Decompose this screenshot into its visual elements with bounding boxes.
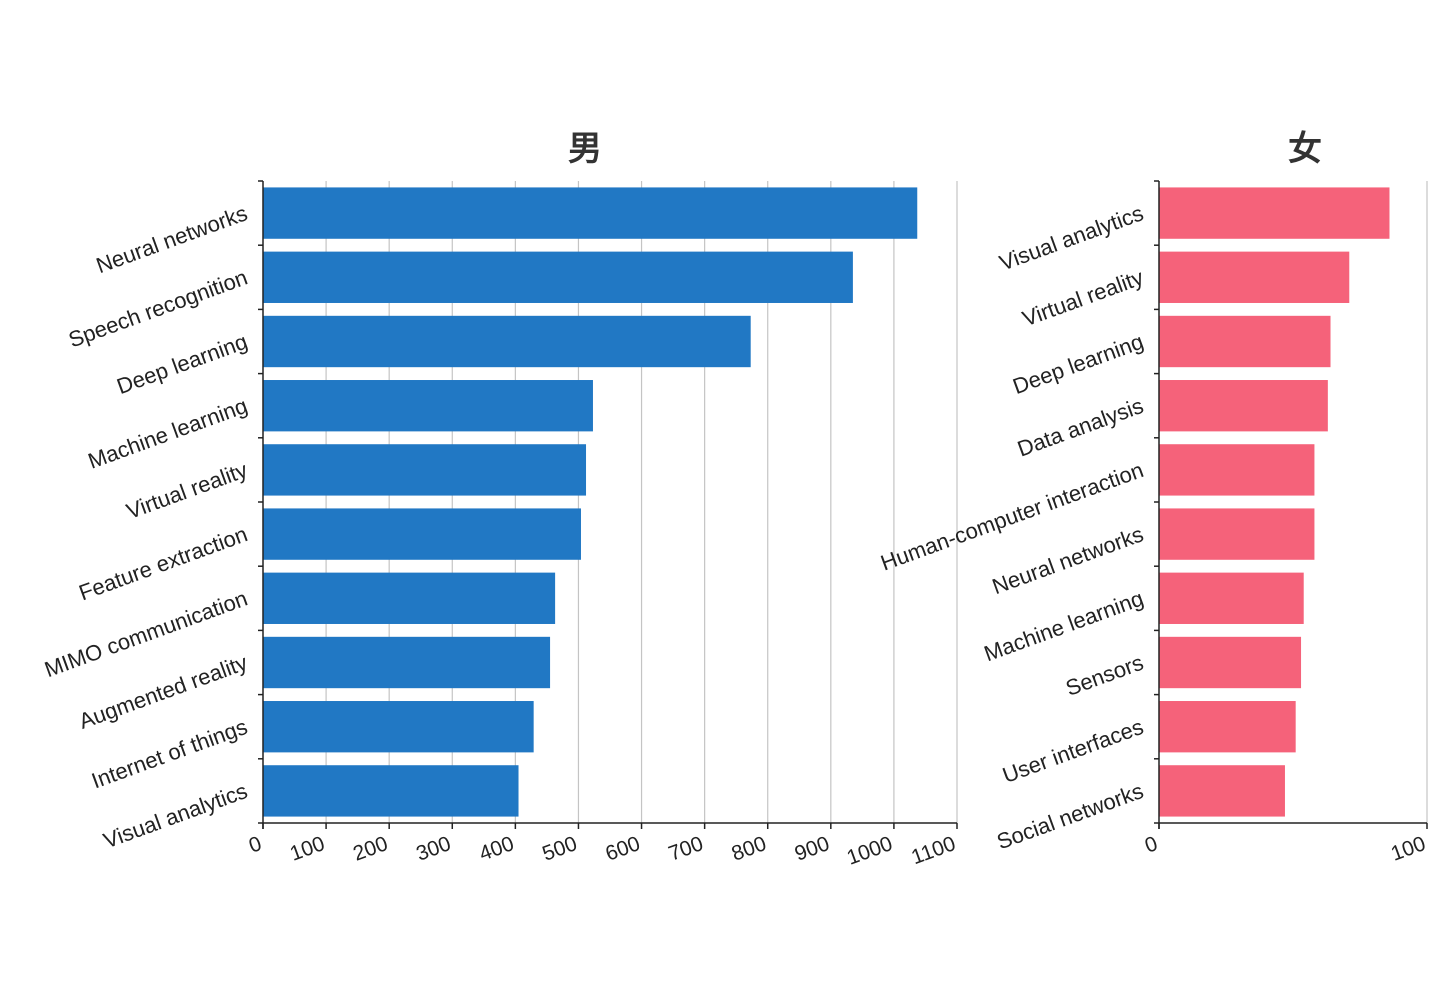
category-label-female: Sensors: [1062, 650, 1146, 701]
bar-female-data-analysis[interactable]: [1159, 380, 1328, 432]
x-tick-label-male: 600: [602, 832, 643, 866]
bar-male-deep-learning[interactable]: [263, 315, 751, 368]
category-label-female: Neural networks: [989, 521, 1147, 599]
bar-female-virtual-reality[interactable]: [1159, 251, 1350, 303]
bar-male-internet-of-things[interactable]: [263, 701, 534, 753]
category-label-male: Deep learning: [113, 329, 250, 399]
category-label-male: Neural networks: [93, 200, 251, 278]
category-label-female: Social networks: [993, 778, 1146, 854]
chart-title-female: 女: [1288, 129, 1322, 169]
chart-title-male: 男: [568, 129, 602, 169]
category-label-female: User interfaces: [999, 714, 1147, 788]
x-tick-label-male: 900: [792, 832, 833, 866]
bar-female-sensors[interactable]: [1159, 636, 1302, 689]
category-label-male: Visual analytics: [100, 778, 251, 853]
bar-male-augmented-reality[interactable]: [263, 636, 551, 689]
category-label-male: Virtual reality: [123, 457, 251, 524]
x-tick-label-male: 0: [246, 832, 265, 858]
x-tick-label-male: 800: [729, 832, 770, 866]
bar-female-user-interfaces[interactable]: [1159, 701, 1296, 753]
x-tick-label-male: 500: [539, 832, 580, 866]
bar-male-mimo-communication[interactable]: [263, 572, 556, 624]
category-label-female: Visual analytics: [996, 200, 1147, 275]
category-label-female: Data analysis: [1014, 393, 1147, 462]
bar-female-human-computer-interaction[interactable]: [1159, 444, 1315, 496]
bar-male-neural-networks[interactable]: [263, 187, 918, 239]
bar-male-virtual-reality[interactable]: [263, 444, 587, 496]
x-tick-label-male: 100: [287, 832, 328, 866]
bar-female-deep-learning[interactable]: [1159, 315, 1331, 368]
x-tick-label-female: 100: [1388, 832, 1429, 866]
bar-male-feature-extraction[interactable]: [263, 508, 581, 560]
bar-female-machine-learning[interactable]: [1159, 572, 1304, 624]
bar-female-visual-analytics[interactable]: [1159, 187, 1390, 239]
x-tick-label-male: 200: [350, 832, 391, 866]
category-label-female: Machine learning: [981, 586, 1147, 667]
x-tick-label-male: 1100: [908, 832, 958, 869]
bar-male-machine-learning[interactable]: [263, 380, 593, 432]
x-tick-label-female: 0: [1142, 832, 1161, 858]
category-label-female: Virtual reality: [1019, 265, 1147, 332]
category-label-female: Deep learning: [1009, 329, 1146, 399]
bar-male-speech-recognition[interactable]: [263, 251, 853, 303]
category-label-male: Internet of things: [88, 714, 251, 794]
bar-female-neural-networks[interactable]: [1159, 508, 1315, 560]
bar-female-social-networks[interactable]: [1159, 765, 1285, 817]
x-tick-label-male: 300: [413, 832, 454, 866]
category-label-male: Machine learning: [85, 393, 251, 474]
x-tick-label-male: 1000: [844, 832, 896, 870]
x-tick-label-male: 700: [666, 832, 707, 866]
bar-male-visual-analytics[interactable]: [263, 765, 519, 817]
x-tick-label-male: 400: [476, 832, 517, 866]
